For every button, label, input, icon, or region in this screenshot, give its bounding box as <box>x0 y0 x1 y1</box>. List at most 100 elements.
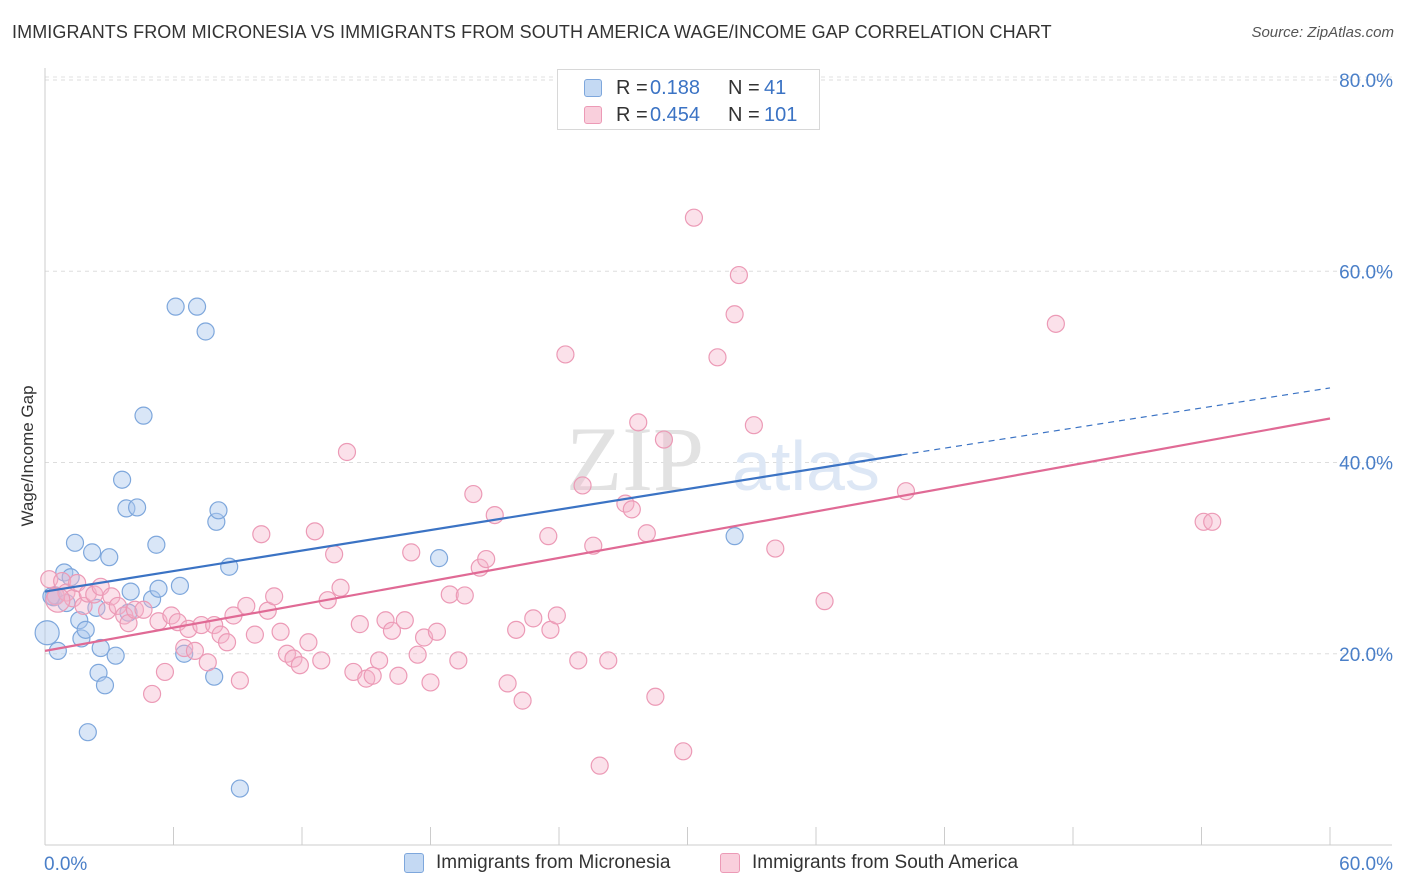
chart-title: IMMIGRANTS FROM MICRONESIA VS IMMIGRANTS… <box>12 22 1052 42</box>
point-south-america <box>284 649 303 668</box>
point-south-america <box>305 522 324 541</box>
point-south-america <box>539 527 558 546</box>
legend-label: Immigrants from Micronesia <box>436 852 671 873</box>
point-south-america <box>556 345 575 364</box>
legend-n-value: 41 <box>764 77 787 99</box>
watermark-atlas: atlas <box>732 427 880 505</box>
point-south-america <box>142 684 162 704</box>
point-micronesia <box>207 512 226 531</box>
legend-n-value: 101 <box>764 104 798 126</box>
point-micronesia <box>149 579 168 598</box>
point-micronesia <box>106 646 125 665</box>
trendline-south-america <box>44 417 1331 652</box>
y-tick-label: 20.0% <box>1339 645 1393 666</box>
point-south-america <box>382 621 402 640</box>
point-south-america <box>646 687 665 706</box>
legend-r-label: R = <box>616 104 648 126</box>
point-south-america <box>449 651 468 670</box>
point-micronesia <box>95 676 115 695</box>
point-south-america <box>395 611 414 630</box>
legend-row-south-america: R = 0.454 N = 101 <box>558 102 821 130</box>
point-south-america <box>421 673 440 692</box>
legend-r-value: 0.188 <box>650 77 701 99</box>
point-south-america <box>290 656 309 675</box>
point-south-america <box>245 625 264 644</box>
point-south-america <box>376 611 395 630</box>
point-south-america <box>265 587 284 606</box>
point-south-america <box>1203 512 1222 531</box>
point-micronesia <box>100 548 119 567</box>
point-micronesia <box>121 582 140 601</box>
point-south-america <box>629 413 648 432</box>
trendline-micronesia <box>44 453 902 593</box>
point-south-america <box>590 756 609 775</box>
point-south-america <box>725 305 744 324</box>
point-south-america <box>637 524 656 543</box>
legend-swatch-blue <box>404 853 424 873</box>
point-south-america <box>654 430 674 449</box>
legend-swatch-blue <box>584 79 602 97</box>
point-south-america <box>464 484 483 504</box>
point-south-america <box>573 476 592 495</box>
legend-swatch-pink <box>720 853 740 873</box>
legend-swatch-pink <box>584 106 602 124</box>
point-micronesia <box>170 576 190 595</box>
point-micronesia <box>187 297 207 316</box>
stats-legend: R = 0.188 N = 41 R = 0.454 N = 101 <box>557 69 820 130</box>
point-south-america <box>766 539 785 558</box>
point-south-america <box>271 622 290 641</box>
point-south-america <box>102 587 121 606</box>
trendline-micronesia-extension <box>901 387 1331 456</box>
point-south-america <box>622 500 641 519</box>
point-south-america <box>513 691 532 710</box>
point-south-america <box>569 651 588 670</box>
point-south-america <box>440 585 459 604</box>
legend-row-micronesia: R = 0.188 N = 41 <box>558 75 821 103</box>
point-south-america <box>299 633 318 652</box>
points-layer <box>34 208 1222 798</box>
point-south-america <box>331 578 350 597</box>
point-south-america <box>134 600 153 619</box>
legend-label: Immigrants from South America <box>752 852 1019 873</box>
point-south-america <box>524 609 543 628</box>
point-south-america <box>350 615 369 634</box>
point-micronesia <box>112 470 132 489</box>
legend-r-label: R = <box>616 77 648 99</box>
point-micronesia <box>78 723 97 742</box>
point-micronesia <box>65 533 85 552</box>
point-south-america <box>363 666 382 685</box>
point-micronesia <box>230 779 249 798</box>
x-tick-label: 60.0% <box>1339 854 1393 875</box>
point-south-america <box>477 549 496 569</box>
point-south-america <box>155 662 175 682</box>
watermark: ZIP atlas <box>566 408 880 510</box>
point-south-america <box>252 525 271 544</box>
point-south-america <box>198 653 217 672</box>
point-south-america <box>98 601 117 620</box>
point-south-america <box>455 586 474 605</box>
point-south-america <box>815 592 834 611</box>
point-south-america <box>402 543 421 562</box>
point-south-america <box>185 641 205 660</box>
point-south-america <box>599 651 618 670</box>
point-south-america <box>547 606 566 625</box>
point-south-america <box>337 442 357 462</box>
trend-layer <box>44 387 1331 652</box>
legend-r-value: 0.454 <box>650 104 701 126</box>
point-south-america <box>744 416 763 435</box>
x-tick-label: 0.0% <box>44 854 87 875</box>
point-south-america <box>507 620 526 639</box>
point-south-america <box>498 674 517 693</box>
point-micronesia <box>34 620 60 646</box>
legend-n-label: N = <box>728 77 760 99</box>
point-micronesia <box>48 641 67 660</box>
legend-n-label: N = <box>728 104 760 126</box>
point-micronesia <box>127 498 147 517</box>
point-south-america <box>108 596 127 616</box>
point-micronesia <box>83 543 102 562</box>
y-tick-label: 60.0% <box>1339 262 1393 283</box>
point-south-america <box>370 651 389 670</box>
point-micronesia <box>147 535 166 554</box>
point-micronesia <box>429 549 449 568</box>
